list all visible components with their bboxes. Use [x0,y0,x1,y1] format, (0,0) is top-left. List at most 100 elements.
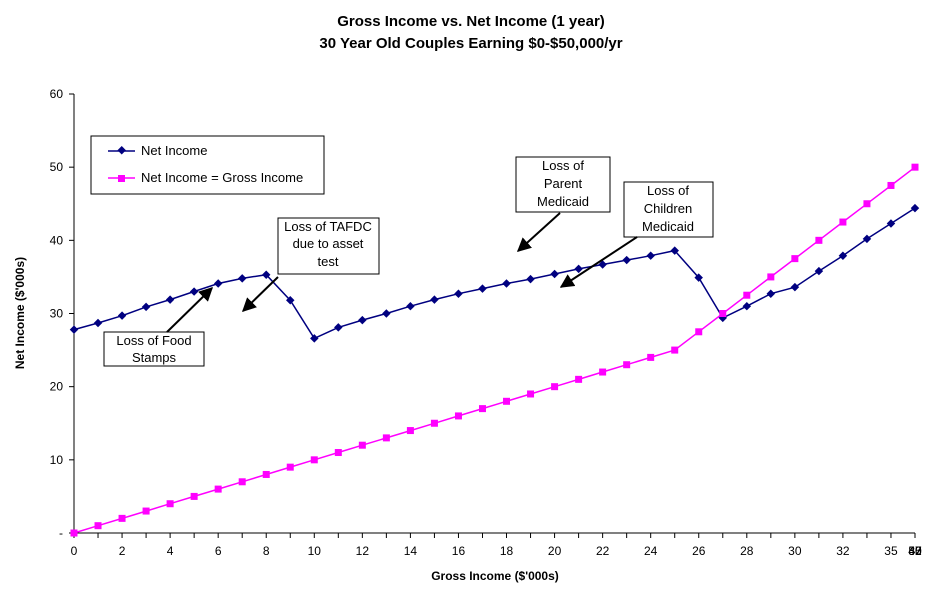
x-tick-label: 40 [908,544,922,558]
data-point-net-income [382,309,391,318]
series-line-net-income [73,207,916,340]
data-point-equality [430,419,438,427]
x-tick-label: 32 [836,544,850,558]
data-point-equality [70,529,78,537]
data-point-equality [358,441,366,449]
legend-label-equality: Net Income = Gross Income [141,170,303,185]
data-point-equality [647,353,655,361]
annotation-parent-medicaid-line-3: Medicaid [537,194,589,209]
x-tick-label: 18 [500,544,514,558]
y-axis-title: Net Income ($'000s) [13,257,27,369]
x-tick-label: 42 [908,544,922,558]
data-point-net-income [766,289,776,298]
data-point-equality [454,412,462,420]
data-point-net-income [646,251,655,260]
data-point-net-income [213,279,223,288]
data-point-net-income [69,325,79,334]
annotation-tafdc-line-1: Loss of TAFDC [284,219,372,234]
legend-box [90,135,325,195]
x-tick-label: 45 [908,544,922,558]
data-point-equality [382,434,390,442]
x-tick-label: 47 [908,544,922,558]
series-line-equality [73,166,916,534]
data-point-equality [863,200,871,208]
data-point-equality [671,346,679,354]
data-point-net-income [117,311,127,320]
data-point-net-income [550,269,559,279]
data-point-equality [695,328,703,336]
x-tick-label: 2 [119,544,126,558]
data-point-equality [190,492,198,500]
x-tick-label: 24 [644,544,658,558]
data-point-net-income [814,266,824,276]
data-point-net-income [790,282,800,292]
chart-subtitle: 30 Year Old Couples Earning $0-$50,000/y… [319,35,622,52]
annotation-children-medicaid-line-2: Children [644,201,692,216]
data-point-net-income [237,274,247,283]
y-tick-label: 60 [50,87,64,101]
data-point-equality [142,507,150,515]
annotation-tafdc: Loss of TAFDC due to asset test [241,217,380,312]
annotation-food-stamps-box [103,331,205,367]
y-tick-label: 20 [50,380,64,394]
data-point-equality [406,427,414,435]
data-point-equality [887,181,895,189]
data-point-equality [118,514,126,522]
data-point-net-income [286,296,295,305]
x-tick-label: 4 [167,544,174,558]
data-point-equality [911,163,919,171]
data-point-equality [815,236,823,244]
y-tick-label: 10 [50,453,64,467]
x-tick-label: 26 [692,544,706,558]
annotation-food-stamps-line-1: Loss of Food [116,333,191,348]
data-point-net-income [574,264,583,274]
annotation-parent-medicaid-arrow [516,212,561,252]
series-net-income [69,203,920,343]
data-point-net-income [622,255,631,265]
data-point-equality [262,470,270,478]
data-point-net-income [334,323,343,332]
annotation-parent-medicaid-line-1: Loss of [542,158,584,173]
data-point-net-income [502,279,511,288]
data-point-equality [767,273,775,281]
data-point-equality [166,500,174,508]
x-tick-label: 35 [884,544,898,558]
series-equality [70,163,919,537]
legend-marker-net-income [117,146,126,155]
annotation-parent-medicaid-box [515,156,611,213]
x-tick-label: 8 [263,544,270,558]
annotation-parent-medicaid-line-2: Parent [544,176,583,191]
x-tick-label: 16 [452,544,466,558]
data-point-equality [791,255,799,263]
data-point-equality [214,485,222,493]
x-tick-label: 20 [548,544,562,558]
x-tick-label: 0 [71,544,78,558]
legend: Net Income Net Income = Gross Income [90,135,325,195]
annotation-children-medicaid-arrow [559,236,638,288]
data-point-equality [623,361,631,369]
data-point-net-income [886,219,896,228]
legend-label-net-income: Net Income [141,143,207,158]
y-tick-label: 50 [50,160,64,174]
data-point-equality [551,383,559,391]
data-point-equality [286,463,294,471]
data-point-net-income [694,273,703,282]
data-point-net-income [862,234,872,244]
annotation-tafdc-box [277,217,380,275]
y-tick-label: - [59,526,63,540]
data-point-equality [575,375,583,383]
data-point-net-income [526,274,535,284]
data-point-net-income [310,334,319,343]
x-tick-label: 12 [356,544,370,558]
x-tick-label: 10 [308,544,322,558]
annotation-tafdc-line-3: test [318,254,339,269]
annotation-tafdc-arrow [241,276,279,312]
data-point-equality [238,478,246,486]
x-tick-label: 14 [404,544,418,558]
annotation-children-medicaid-line-3: Medicaid [642,219,694,234]
data-point-equality [94,522,102,530]
x-tick-label: 28 [740,544,754,558]
data-point-net-income [406,301,415,311]
annotation-children-medicaid: Loss of Children Medicaid [559,181,714,288]
